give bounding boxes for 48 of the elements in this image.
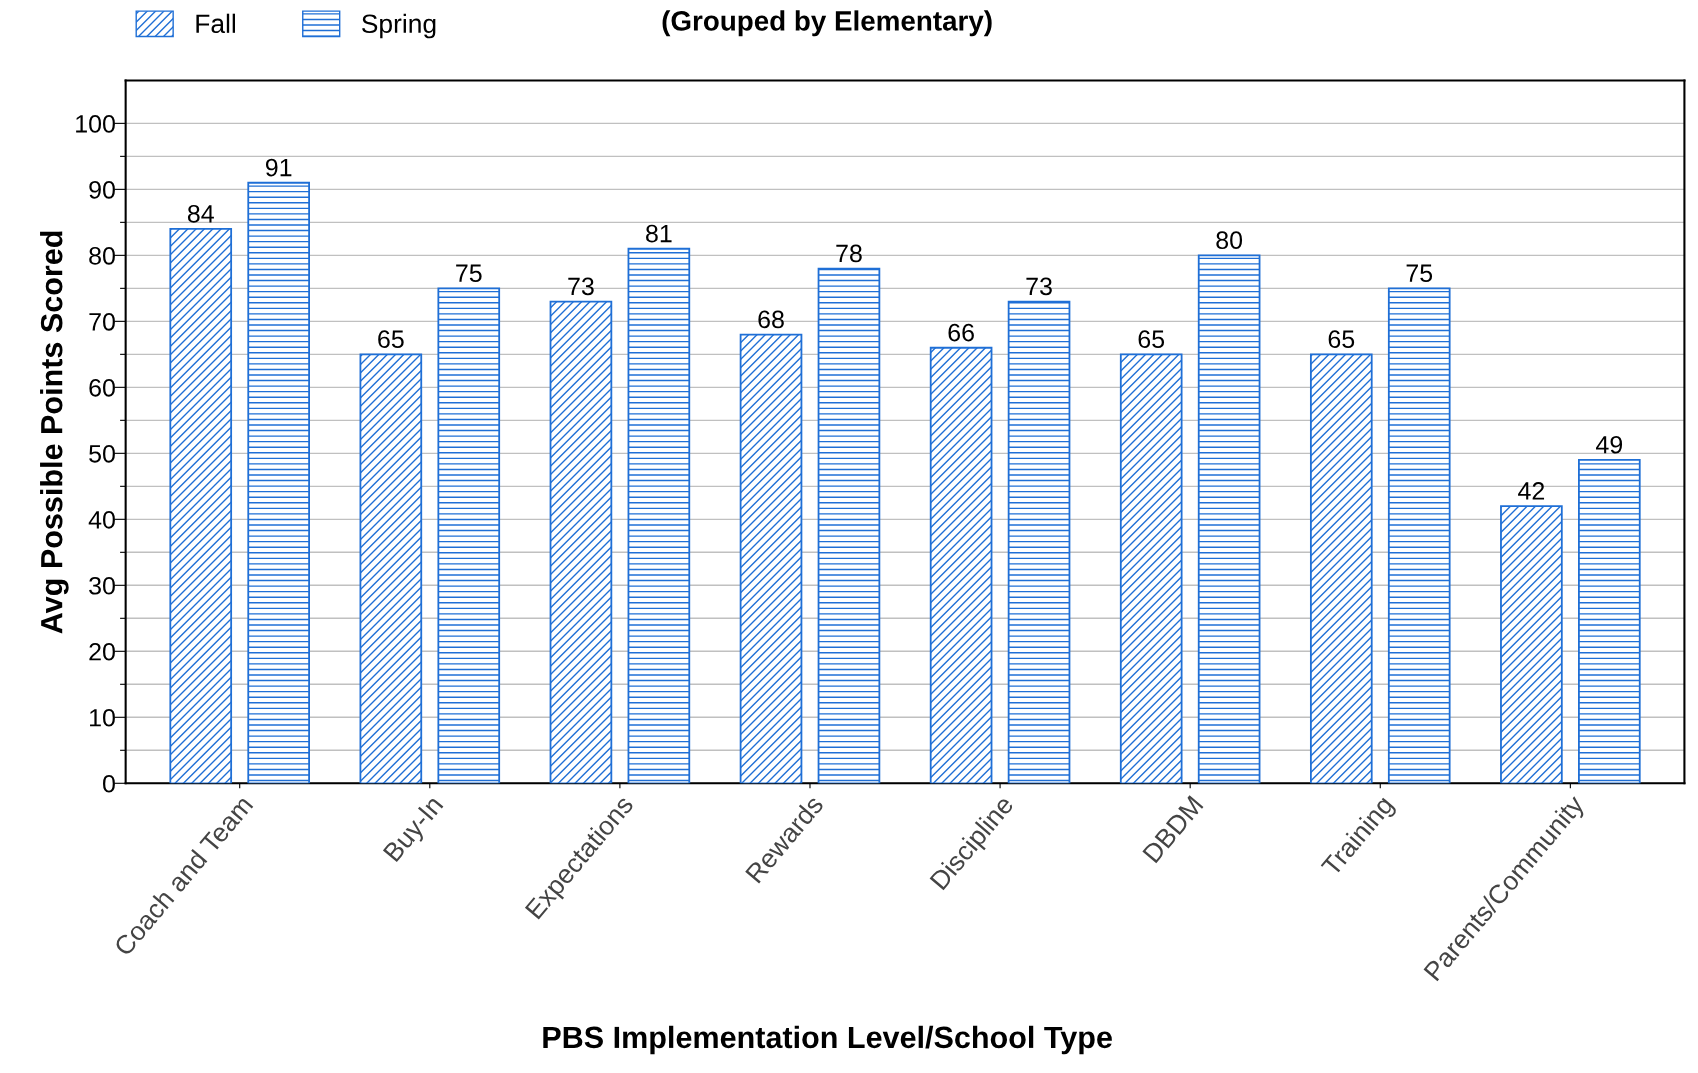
data-label: 78 [836,244,862,263]
data-label: 81 [646,224,672,243]
data-label: 73 [568,277,594,296]
bar [929,346,993,784]
y-tick-label: 70 [89,312,115,331]
y-tick-label: 20 [89,642,115,661]
bar [1309,353,1373,784]
data-label: 75 [1406,264,1433,283]
bar [1500,505,1563,784]
y-tick-label: 60 [89,378,115,397]
data-label: 65 [1328,330,1355,349]
bar [1197,254,1261,784]
legend-label: Spring [362,13,436,39]
legend-label: Fall [196,13,236,34]
bar [739,333,803,784]
y-tick-label: 10 [90,708,115,727]
y-tick-label: 50 [89,444,115,463]
data-label: 65 [378,330,404,349]
data-label: 73 [1026,277,1052,296]
bar [1387,287,1451,784]
x-axis-title: PBS Implementation Level/School Type [543,1025,1112,1055]
y-tick-label: 0 [103,774,115,793]
bar [817,267,881,784]
y-tick-label: 100 [76,114,115,133]
data-label: 65 [1138,330,1165,349]
bar [247,181,310,784]
data-label: 80 [1216,231,1243,250]
data-label: 66 [948,323,974,342]
data-label: 91 [265,158,292,177]
bar [169,228,233,784]
bar [1578,459,1641,784]
bar [437,287,501,784]
data-label: 49 [1596,435,1623,454]
y-tick-label: 80 [89,246,115,265]
y-tick-label: 90 [89,180,115,199]
bar [549,300,613,784]
bar [627,247,691,784]
bar [1119,353,1183,784]
data-label: 68 [758,310,784,329]
y-axis-title: Avg Possible Points Scored [40,231,69,634]
bar [359,353,423,784]
data-label: 42 [1518,482,1545,500]
bar [1007,300,1071,784]
chart-title: (Grouped by Elementary) [662,10,992,37]
y-tick-label: 30 [89,576,115,595]
data-label: 84 [187,204,214,223]
y-tick-label: 40 [88,510,115,529]
data-label: 75 [456,264,482,283]
